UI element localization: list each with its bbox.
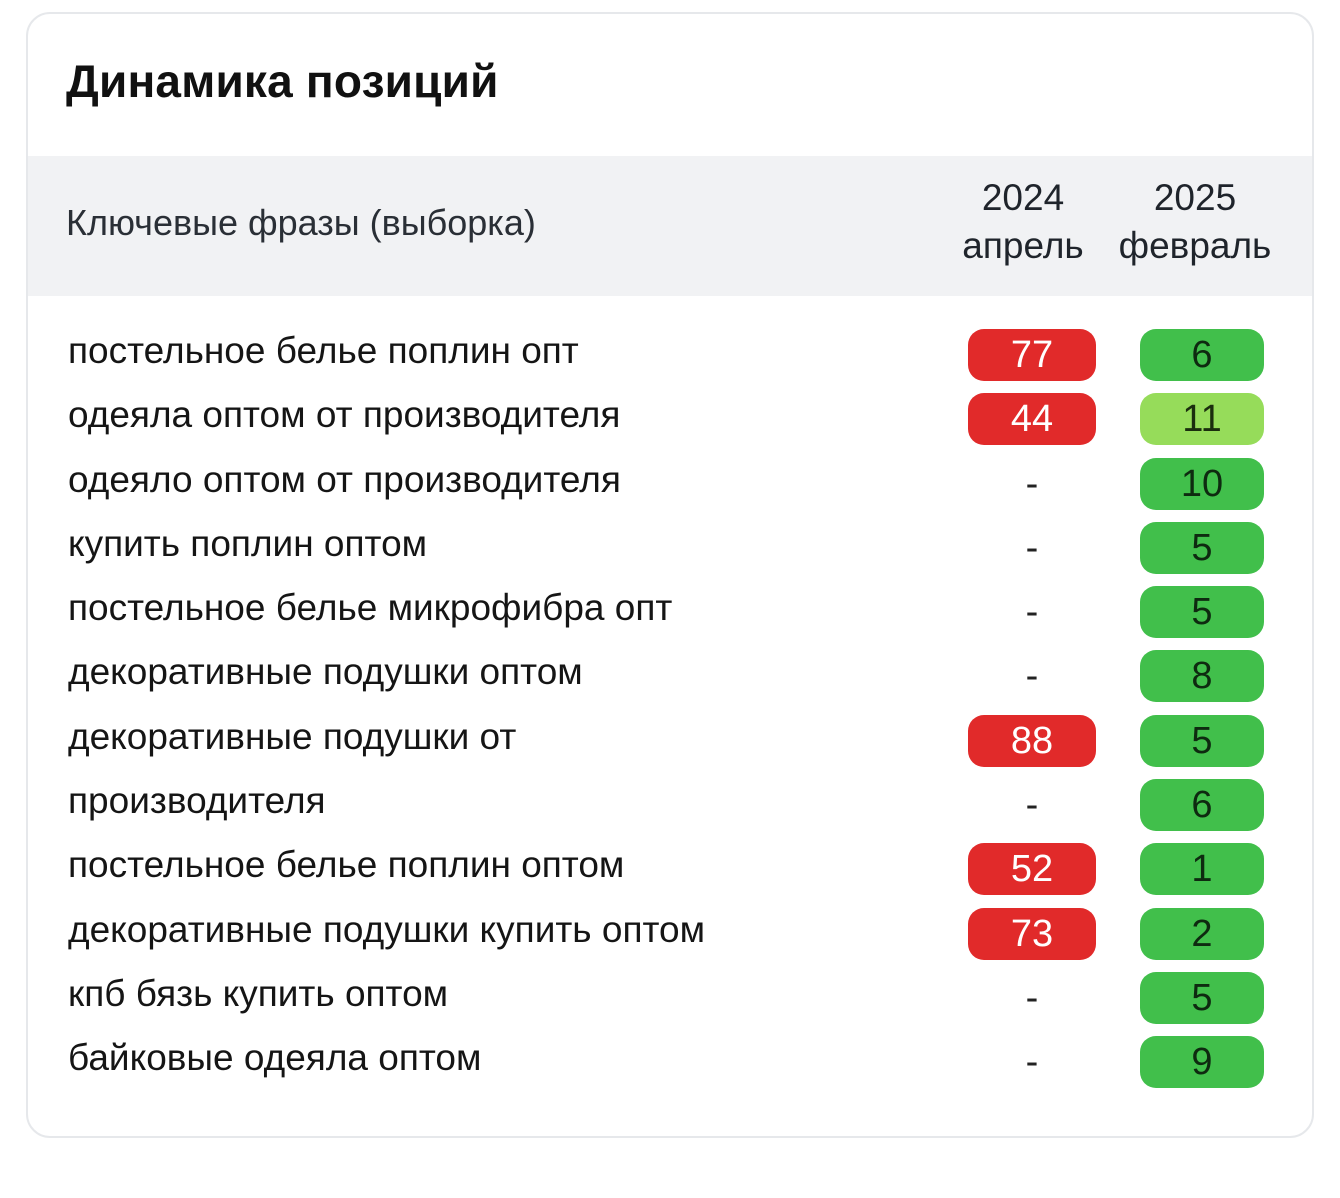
position-2024: - [1025,976,1039,1019]
position-2024: 77 [968,329,1096,381]
position-2025: 6 [1140,779,1264,832]
position-2025: 5 [1140,586,1264,639]
keyword-phrase: производителя [68,780,326,822]
position-2024: 52 [968,843,1096,896]
table-header: Ключевые фразы (выборка) 2024 апрель 202… [28,156,1312,296]
position-2024: 88 [968,714,1096,767]
table-row: постельное белье поплин оптом 52 1 [28,838,1312,902]
keyword-phrase: декоративные подушки от [68,715,517,757]
keyword-phrase: кпб бязь купить оптом [68,972,449,1014]
header-col-2024: 2024 апрель [938,174,1108,270]
position-2024: - [1025,591,1039,634]
card-title: Динамика позиций [66,55,499,107]
table-row: декоративные подушки от 88 5 [28,710,1312,774]
header-2025-month: февраль [1118,225,1272,266]
table-row: кпб бязь купить оптом - 5 [28,967,1312,1031]
position-2024: - [1025,655,1039,698]
header-2024-year: 2024 [981,177,1065,218]
table-row: декоративные подушки купить оптом 73 2 [28,903,1312,967]
keyword-phrase: одеяло оптом от производителя [68,458,621,500]
header-2025-year: 2025 [1153,177,1237,218]
header-2024-month: апрель [962,225,1084,266]
table-row: купить поплин оптом - 5 [28,517,1312,581]
position-2024: 73 [968,907,1096,960]
position-2024: - [1025,526,1039,569]
positions-card: Динамика позиций Ключевые фразы (выборка… [26,12,1314,1138]
table-row: декоративные подушки оптом - 8 [28,645,1312,709]
table-row: постельное белье микрофибра опт - 5 [28,581,1312,645]
position-2025: 10 [1140,457,1264,510]
position-2024: 44 [968,393,1096,446]
position-2024: - [1025,1041,1039,1084]
position-2025: 8 [1140,650,1264,703]
table-row: одеяла оптом от производителя 44 11 [28,388,1312,452]
keyword-phrase: одеяла оптом от производителя [68,394,621,436]
keyword-phrase: постельное белье поплин оптом [68,844,625,886]
position-2025: 9 [1140,1036,1264,1089]
keyword-phrase: байковые одеяла оптом [68,1037,482,1079]
position-2024: - [1025,462,1039,505]
table-row: одеяло оптом от производителя - 10 [28,453,1312,517]
table-row: байковые одеяла оптом - 9 [28,1031,1312,1095]
position-2025: 6 [1140,329,1264,381]
position-2025: 2 [1140,907,1264,960]
table-body: постельное белье поплин опт 77 6 одеяла … [28,324,1312,1096]
position-2025: 5 [1140,521,1264,574]
table-row: производителя - 6 [28,774,1312,838]
header-col-2025: 2025 февраль [1110,174,1280,270]
keyword-phrase: купить поплин оптом [68,522,428,564]
position-2024: - [1025,784,1039,827]
header-phrases: Ключевые фразы (выборка) [66,202,536,243]
position-2025: 1 [1140,843,1264,896]
keyword-phrase: постельное белье поплин опт [68,330,579,371]
keyword-phrase: декоративные подушки оптом [68,651,583,693]
position-2025: 11 [1140,393,1264,446]
table-row: постельное белье поплин опт 77 6 [28,324,1312,388]
keyword-phrase: декоративные подушки купить оптом [68,908,706,950]
position-2025: 5 [1140,714,1264,767]
position-2025: 5 [1140,971,1264,1024]
keyword-phrase: постельное белье микрофибра опт [68,587,673,629]
